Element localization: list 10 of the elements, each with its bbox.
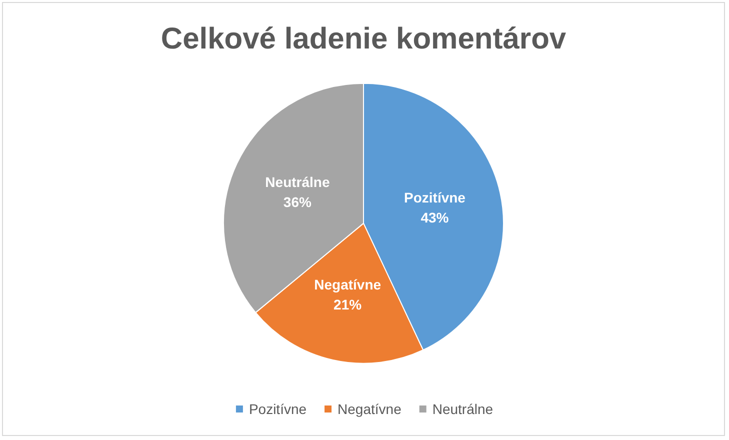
data-label: 36% xyxy=(283,194,312,210)
data-label: 21% xyxy=(334,296,362,313)
data-label: 43% xyxy=(420,209,450,226)
slice-label: Pozitívne xyxy=(404,189,466,206)
legend-label: Pozitívne xyxy=(248,401,307,417)
chart-title: Celkové ladenie komentárov xyxy=(160,22,566,56)
legend-label: Neutrálne xyxy=(432,401,494,417)
legend-label: Negatívne xyxy=(338,401,402,417)
slice-label: Neutrálne xyxy=(265,174,330,190)
slice-label: Negatívne xyxy=(314,276,382,293)
